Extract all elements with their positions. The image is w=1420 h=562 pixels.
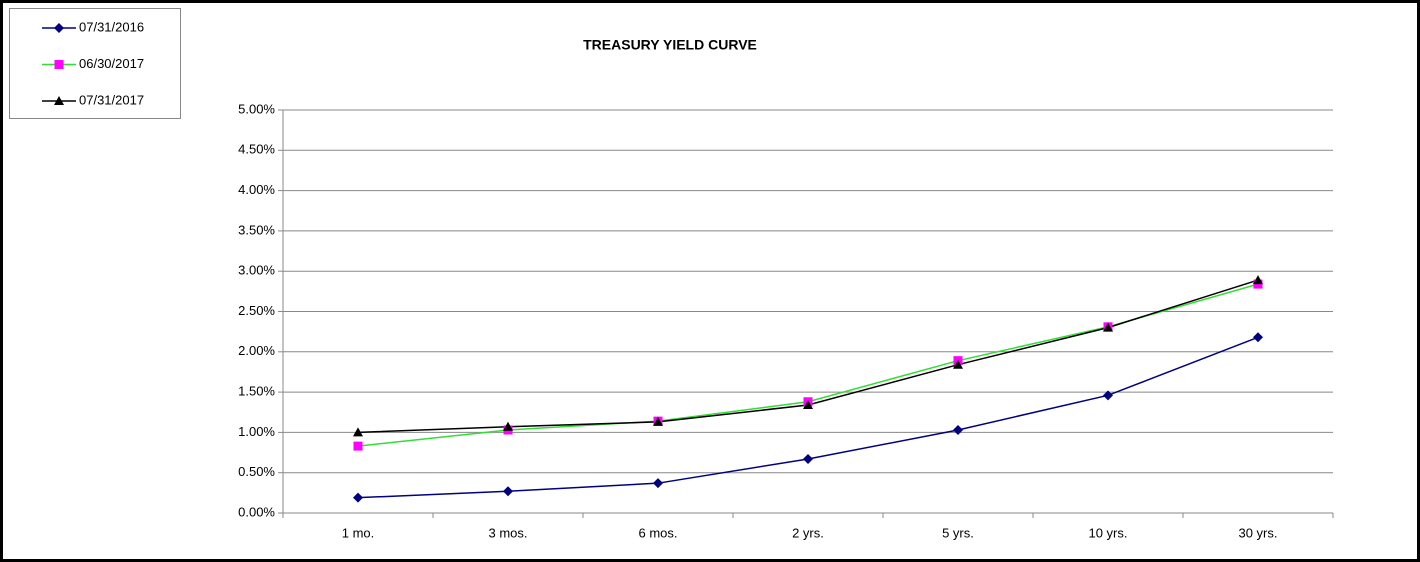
x-tick-label: 30 yrs. — [1238, 525, 1277, 540]
legend-box — [9, 8, 181, 119]
x-tick-label: 2 yrs. — [792, 525, 824, 540]
legend-label: 06/30/2017 — [79, 56, 144, 71]
data-point — [1103, 390, 1113, 401]
data-point — [353, 492, 363, 503]
data-point — [1103, 322, 1113, 332]
data-point — [1253, 275, 1263, 285]
y-tick-label: 2.50% — [238, 303, 275, 318]
x-tick-label: 10 yrs. — [1088, 525, 1127, 540]
data-point — [653, 478, 663, 489]
data-point — [953, 359, 963, 369]
y-tick-label: 1.50% — [238, 384, 275, 399]
data-point — [653, 416, 663, 426]
legend-marker — [54, 23, 64, 33]
data-point — [353, 441, 363, 451]
data-point — [1253, 279, 1263, 289]
x-tick-label: 3 mos. — [488, 525, 527, 540]
data-point — [353, 427, 363, 437]
data-point — [953, 424, 963, 435]
y-tick-label: 5.00% — [238, 101, 275, 116]
y-tick-label: 3.50% — [238, 222, 275, 237]
data-point — [803, 399, 813, 409]
x-tick-label: 6 mos. — [638, 525, 677, 540]
legend-label: 07/31/2016 — [79, 19, 144, 34]
data-point — [803, 453, 813, 464]
y-tick-label: 2.00% — [238, 343, 275, 358]
y-tick-label: 0.00% — [238, 504, 275, 519]
y-tick-label: 4.00% — [238, 182, 275, 197]
x-tick-label: 5 yrs. — [942, 525, 974, 540]
data-point — [503, 486, 513, 497]
y-tick-label: 4.50% — [238, 142, 275, 157]
legend-label: 07/31/2017 — [79, 92, 144, 107]
y-tick-label: 0.50% — [238, 464, 275, 479]
y-tick-label: 1.00% — [238, 424, 275, 439]
legend-marker — [54, 96, 64, 105]
y-tick-label: 3.00% — [238, 263, 275, 278]
x-tick-label: 1 mo. — [342, 525, 375, 540]
chart-title: TREASURY YIELD CURVE — [583, 37, 757, 53]
legend-marker — [54, 60, 64, 69]
data-point — [1253, 332, 1263, 343]
data-point — [503, 421, 513, 431]
